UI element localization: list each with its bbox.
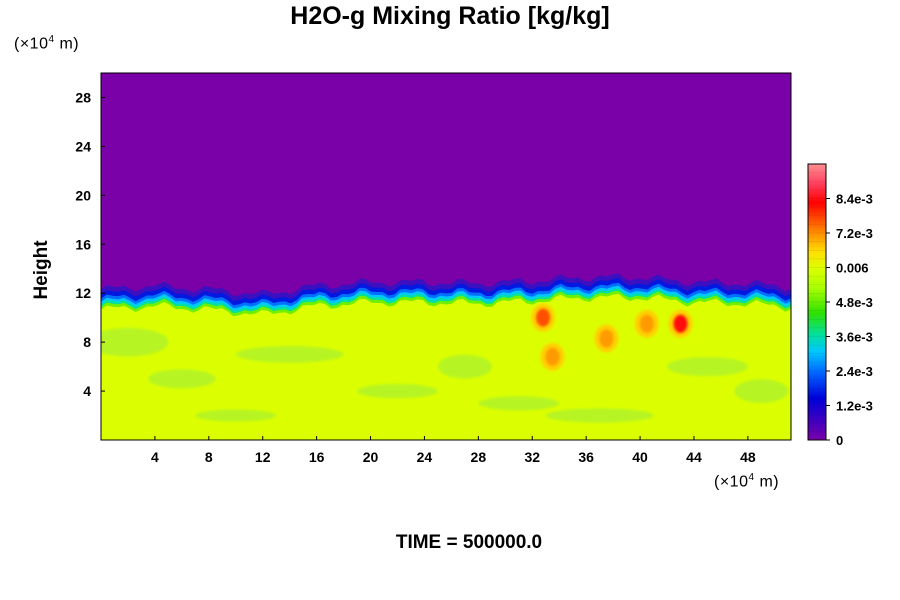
moist-streak [101, 327, 169, 357]
x-tick-label: 44 [686, 449, 702, 465]
chart-title: H2O-g Mixing Ratio [kg/kg] [290, 2, 610, 30]
y-axis-unit-label: (×104 m) [14, 34, 80, 53]
high-value-patch [599, 329, 614, 348]
x-tick-label: 12 [255, 449, 271, 465]
moist-streak [437, 354, 492, 379]
high-value-patch [545, 347, 560, 366]
x-tick-label: 24 [417, 449, 433, 465]
colorbar-tick-label: 0.006 [836, 261, 869, 276]
x-tick-label: 28 [471, 449, 487, 465]
colorbar-tick-label: 3.6e-3 [836, 330, 873, 345]
y-tick-label: 28 [75, 89, 91, 105]
x-tick-label: 16 [309, 449, 325, 465]
moist-streak [356, 383, 438, 399]
moist-streak [666, 357, 748, 377]
x-tick-label: 8 [205, 449, 213, 465]
x-tick-label: 20 [363, 449, 379, 465]
x-tick-label: 32 [524, 449, 540, 465]
y-tick-label: 16 [75, 236, 91, 252]
y-tick-label: 4 [83, 383, 91, 399]
moist-streak [148, 369, 216, 389]
moist-streak [235, 345, 344, 363]
colorbar-tick-label: 8.4e-3 [836, 192, 873, 207]
high-value-patch [536, 308, 551, 327]
colorbar-tick-label: 2.4e-3 [836, 364, 873, 379]
y-tick-label: 12 [75, 285, 91, 301]
y-tick-label: 20 [75, 187, 91, 203]
high-value-patch [673, 314, 688, 333]
time-label: TIME = 500000.0 [395, 532, 543, 553]
colorbar-tick-label: 4.8e-3 [836, 295, 873, 310]
high-value-patch [639, 314, 654, 333]
colorbar-tick-label: 1.2e-3 [836, 399, 873, 414]
x-tick-label: 48 [740, 449, 756, 465]
y-tick-label: 8 [83, 334, 91, 350]
x-axis-unit-label: (×104 m) [714, 472, 780, 491]
plot-frame [100, 72, 792, 441]
moist-streak [478, 396, 560, 411]
colorbar-tick-label: 7.2e-3 [836, 226, 873, 241]
x-tick-label: 36 [578, 449, 594, 465]
y-tick-label: 24 [75, 138, 91, 154]
moist-streak [545, 408, 654, 423]
x-tick-label: 40 [632, 449, 648, 465]
x-tick-label: 4 [151, 449, 159, 465]
moist-streak [734, 379, 789, 404]
moist-streak [195, 409, 277, 422]
colorbar-tick-label: 0 [836, 433, 843, 448]
